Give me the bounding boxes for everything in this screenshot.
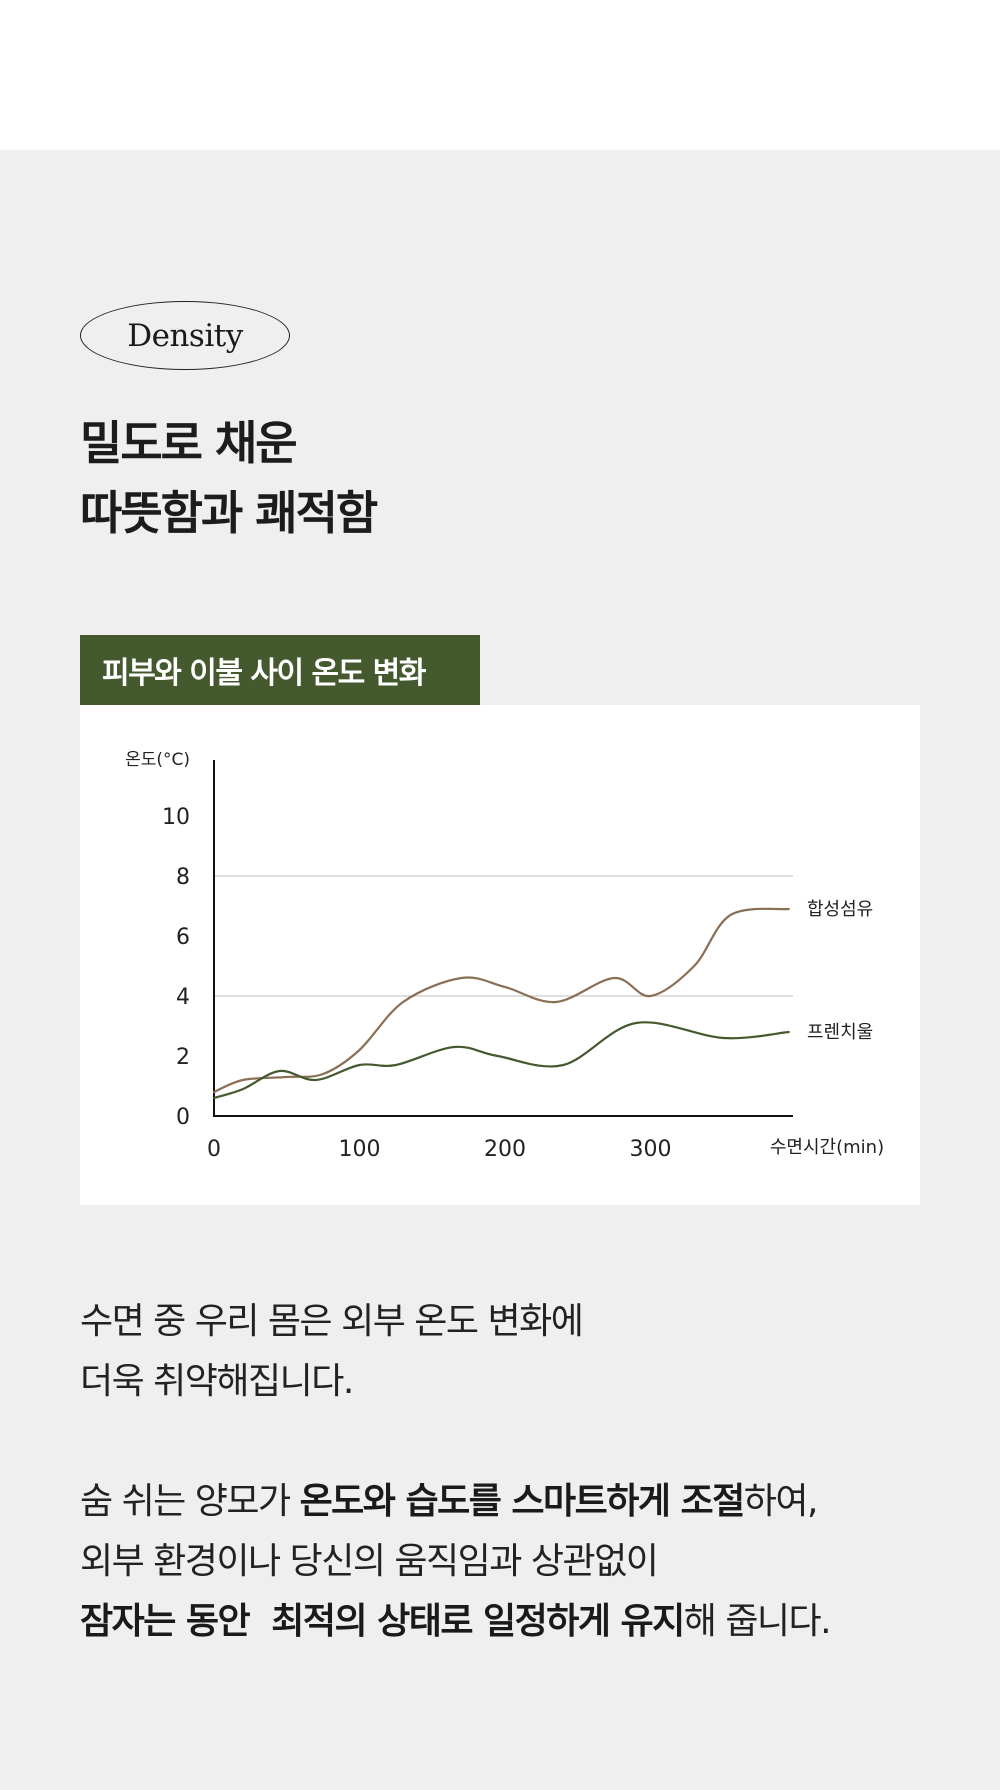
series-legend-label: 합성섬유 — [807, 899, 873, 920]
top-blank-area — [0, 0, 1000, 150]
benefit-line-1: 숨 쉬는 양모가 온도와 습도를 스마트하게 조절하여, — [80, 1472, 830, 1532]
y-axis-title: 온도(°C) — [125, 750, 190, 770]
y-tick-label: 8 — [176, 865, 190, 890]
chart-title-label: 피부와 이불 사이 온도 변화 — [102, 656, 426, 691]
y-tick-label: 6 — [176, 925, 190, 950]
benefit-paragraph: 숨 쉬는 양모가 온도와 습도를 스마트하게 조절하여, 외부 환경이나 당신의… — [80, 1472, 832, 1652]
x-tick-label: 200 — [484, 1137, 526, 1162]
page-title: 밀도로 채운 따뜻함과 쾌적함 — [80, 408, 378, 548]
y-tick-label: 0 — [176, 1105, 190, 1130]
density-badge: Density — [80, 301, 290, 370]
chart-gridlines — [214, 875, 793, 997]
y-tick-label: 10 — [162, 805, 190, 830]
benefit-line-2: 외부 환경이나 당신의 움직임과 상관없이 — [80, 1541, 659, 1582]
title-line-2: 따뜻함과 쾌적함 — [80, 486, 378, 540]
density-badge-label: Density — [127, 317, 243, 354]
series-line-synthetic-fiber — [212, 907, 790, 1094]
series-legend-label: 프렌치울 — [807, 1022, 873, 1043]
chart-card: 온도(°C) 0 2 4 6 8 10 0 100 200 300 수면시간(min) 합성섬유 프렌치울 — [80, 705, 920, 1205]
chart-title-tag: 피부와 이불 사이 온도 변화 — [80, 635, 480, 705]
x-axis-title: 수면시간(min) — [770, 1137, 884, 1158]
chart-axes — [213, 760, 793, 1117]
benefit-line-3-tail: 해 줍니다. — [683, 1601, 832, 1642]
series-line-french-wool — [212, 1021, 790, 1100]
intro-paragraph: 수면 중 우리 몸은 외부 온도 변화에 더욱 취약해집니다. — [80, 1292, 584, 1412]
x-tick-label: 0 — [207, 1137, 221, 1162]
benefit-line-1-emphasis: 온도와 습도를 스마트하게 조절 — [299, 1481, 746, 1522]
intro-line-2: 더욱 취약해집니다. — [80, 1361, 354, 1402]
chart-series — [212, 907, 790, 1100]
benefit-line-1-tail: 하여, — [743, 1481, 819, 1522]
benefit-line-1-text: 숨 쉬는 양모가 — [80, 1481, 300, 1522]
intro-line-1: 수면 중 우리 몸은 외부 온도 변화에 — [80, 1301, 584, 1342]
y-tick-label: 2 — [176, 1045, 190, 1070]
y-tick-label: 4 — [176, 985, 190, 1010]
x-tick-label: 100 — [339, 1137, 381, 1162]
benefit-line-3: 잠자는 동안 최적의 상태로 일정하게 유지해 줍니다. — [80, 1592, 832, 1652]
benefit-line-3-emphasis: 잠자는 동안 최적의 상태로 일정하게 유지 — [80, 1601, 685, 1642]
x-tick-label: 300 — [630, 1137, 672, 1162]
title-line-1: 밀도로 채운 — [80, 416, 298, 470]
